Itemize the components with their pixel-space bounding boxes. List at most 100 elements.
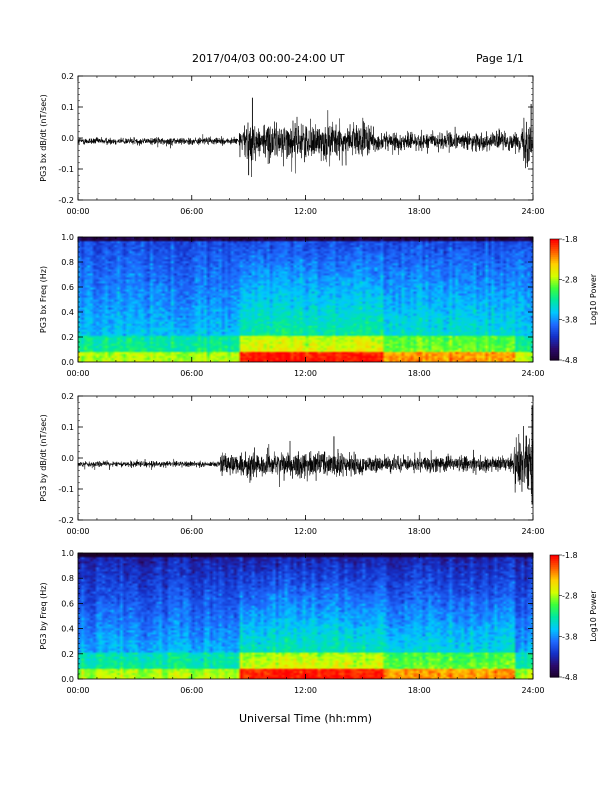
colorbar-swatch <box>550 648 559 652</box>
colorbar: -1.8 -2.8 -3.8 -4.8 Log10 Power <box>549 551 598 682</box>
x-tick-label: 24:00 <box>521 207 544 216</box>
y-tick-label: -0.1 <box>58 485 74 494</box>
x-tick-label: 00:00 <box>66 527 89 536</box>
colorbar-swatch <box>550 279 559 282</box>
y-tick-label: -0.2 <box>58 196 74 205</box>
x-tick-label: 00:00 <box>66 369 89 378</box>
colorbar-label: Log10 Power <box>589 273 598 325</box>
colorbar-swatch <box>550 668 559 672</box>
y-tick-label: 1.0 <box>61 233 74 242</box>
colorbar-swatch <box>550 605 559 609</box>
colorbar-swatch <box>550 275 559 278</box>
y-tick-label: 0.2 <box>61 333 74 342</box>
colorbar-swatch <box>550 277 559 280</box>
colorbar-swatch <box>550 585 559 589</box>
x-tick-label: 24:00 <box>521 527 544 536</box>
colorbar-swatch <box>550 283 559 286</box>
colorbar-swatch <box>550 589 559 593</box>
x-tick-label: 06:00 <box>180 369 203 378</box>
colorbar-swatch <box>550 251 559 254</box>
colorbar-swatch <box>550 303 559 307</box>
panel-1: 00:00 06:00 12:00 18:00 24:00 0.2 0.1 0.0 -0.1 -0… <box>39 72 545 216</box>
y-tick-label: 0.6 <box>61 599 74 608</box>
x-tick-label: 12:00 <box>294 207 317 216</box>
waveform-trace <box>77 426 534 494</box>
colorbar-swatch <box>550 319 559 323</box>
colorbar-swatch <box>550 609 559 613</box>
colorbar-swatch <box>550 265 559 268</box>
colorbar-frame <box>549 238 560 361</box>
colorbar-swatch <box>550 291 559 295</box>
colorbar-swatch <box>550 644 559 648</box>
colorbar-swatch <box>550 241 559 244</box>
colorbar-swatch <box>550 343 559 347</box>
colorbar: -1.8 -2.8 -3.8 -4.8 Log10 Power <box>549 235 598 365</box>
colorbar-swatch <box>550 575 559 578</box>
colorbar-swatch <box>550 249 559 252</box>
colorbar-swatch <box>550 636 559 639</box>
colorbar-swatch <box>550 299 559 303</box>
colorbar-swatch <box>550 357 559 361</box>
colorbar-swatch <box>550 579 559 583</box>
colorbar-swatch <box>550 666 559 670</box>
colorbar-swatch <box>550 654 559 658</box>
page-title: 2017/04/03 00:00-24:00 UT <box>192 52 345 65</box>
x-tick-label: 12:00 <box>294 527 317 536</box>
colorbar-swatch <box>550 573 559 576</box>
y-tick-label: 0.0 <box>61 358 74 367</box>
colorbar-swatch <box>550 273 559 276</box>
y-axis-label: PG3 by Freq (Hz) <box>39 582 48 649</box>
waveform-trace <box>77 110 534 177</box>
colorbar-tick-label: -1.8 <box>562 551 578 560</box>
colorbar-swatch <box>550 259 559 262</box>
x-tick-label: 00:00 <box>66 207 89 216</box>
colorbar-swatch <box>550 253 559 256</box>
colorbar-swatch <box>550 611 559 615</box>
colorbar-swatch <box>550 325 559 329</box>
colorbar-swatch <box>550 628 559 631</box>
colorbar-tick-label: -1.8 <box>562 235 578 244</box>
colorbar-swatch <box>550 309 559 313</box>
colorbar-swatch <box>550 557 559 560</box>
colorbar-swatch <box>550 593 559 597</box>
colorbar-swatch <box>550 664 559 668</box>
x-tick-label: 06:00 <box>180 527 203 536</box>
colorbar-swatch <box>550 331 559 335</box>
x-tick-label: 00:00 <box>66 686 89 695</box>
colorbar-swatch <box>550 315 559 319</box>
colorbar-swatch <box>550 640 559 644</box>
y-tick-label: 0.0 <box>61 675 74 684</box>
x-tick-label: 06:00 <box>180 207 203 216</box>
colorbar-swatch <box>550 355 559 359</box>
panel-2: 00:00 06:00 12:00 18:00 24:00 1.0 0.8 0.6 0.4 0.2… <box>39 233 545 378</box>
colorbar-swatch <box>550 646 559 650</box>
colorbar-swatch <box>550 622 559 625</box>
colorbar-swatch <box>550 245 559 248</box>
colorbar-swatch <box>550 305 559 309</box>
colorbar-swatch <box>550 247 559 250</box>
colorbar-swatch <box>550 616 559 619</box>
colorbar-swatch <box>550 339 559 343</box>
x-tick-label: 12:00 <box>294 369 317 378</box>
colorbar-swatch <box>550 674 559 678</box>
colorbar-swatch <box>550 269 559 272</box>
colorbar-swatch <box>550 662 559 666</box>
colorbar-frame <box>549 554 560 678</box>
colorbar-swatch <box>550 295 559 299</box>
colorbar-swatch <box>550 656 559 660</box>
colorbar-swatch <box>550 327 559 331</box>
colorbar-swatch <box>550 263 559 266</box>
colorbar-swatch <box>550 620 559 623</box>
colorbar-swatch <box>550 321 559 325</box>
x-tick-label: 06:00 <box>180 686 203 695</box>
colorbar-swatch <box>550 333 559 337</box>
colorbar-swatch <box>550 287 559 291</box>
y-tick-label: 0.6 <box>61 283 74 292</box>
x-axis-label: Universal Time (hh:mm) <box>239 712 372 725</box>
colorbar-swatch <box>550 311 559 315</box>
colorbar-swatch <box>550 563 559 566</box>
y-tick-label: -0.1 <box>58 165 74 174</box>
colorbar-swatch <box>550 323 559 327</box>
colorbar-tick-label: -3.8 <box>562 316 578 325</box>
